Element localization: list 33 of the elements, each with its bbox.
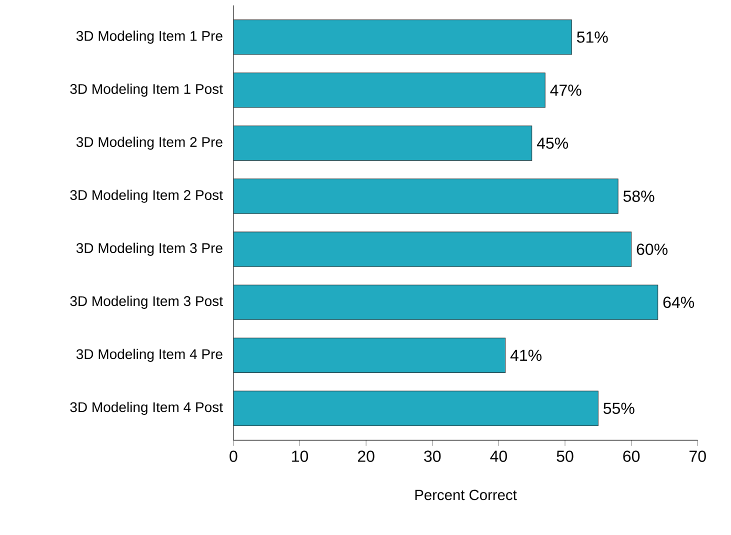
- data-label: 64%: [663, 296, 694, 308]
- bar: [233, 72, 546, 108]
- y-tick-label: 3D Modeling Item 3 Post: [70, 296, 223, 309]
- x-tick-label: 60: [623, 450, 640, 462]
- bar: [233, 20, 572, 55]
- data-label: 47%: [550, 84, 582, 96]
- x-tick-label: 0: [230, 450, 238, 462]
- bar: [233, 178, 618, 214]
- data-label: 55%: [604, 402, 634, 414]
- bar: [233, 232, 632, 267]
- y-tick-label: 3D Modeling Item 2 Pre: [76, 136, 222, 150]
- y-tick-label: 3D Modeling Item 2 Post: [70, 190, 223, 203]
- x-tick-label: 50: [556, 450, 574, 462]
- data-label: 45%: [536, 138, 568, 149]
- x-tick-label: 30: [424, 450, 441, 462]
- data-label: 41%: [510, 350, 542, 361]
- x-tick-label: 20: [358, 450, 374, 462]
- y-tick-label: 3D Modeling Item 1 Pre: [76, 30, 222, 44]
- y-tick-label: 3D Modeling Item 4 Post: [70, 402, 223, 415]
- x-axis-title: Percent Correct: [415, 490, 517, 500]
- y-tick-label: 3D Modeling Item 3 Pre: [76, 242, 222, 256]
- data-label: 51%: [577, 32, 608, 43]
- bar: [233, 390, 598, 426]
- x-tick-label: 70: [690, 450, 706, 462]
- x-tick-label: 40: [490, 450, 507, 462]
- data-label: 60%: [636, 244, 668, 255]
- y-tick-label: 3D Modeling Item 1 Post: [70, 84, 223, 97]
- bar: [233, 126, 532, 161]
- bar: [233, 338, 506, 374]
- bar: [233, 284, 658, 320]
- x-tick-label: 10: [292, 450, 308, 462]
- y-tick-label: 3D Modeling Item 4 Pre: [76, 348, 222, 362]
- data-label: 58%: [623, 190, 654, 202]
